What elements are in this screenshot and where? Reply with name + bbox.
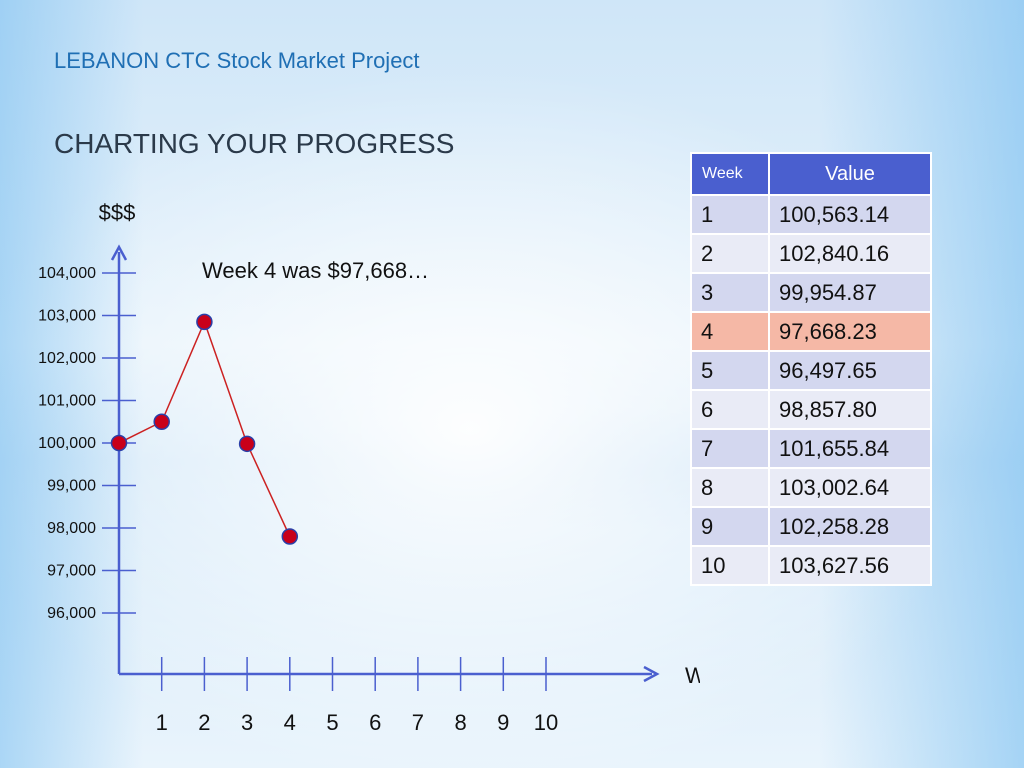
week-cell: 1 [690,194,770,235]
value-cell: 101,655.84 [768,428,932,469]
x-tick-label: 9 [497,710,509,735]
table-row: 3 99,954.87 [690,272,932,313]
table-row: 7 101,655.84 [690,428,932,469]
x-tick-label: 2 [198,710,210,735]
value-cell: 100,563.14 [768,194,932,235]
weekly-values-table: Week Value 1 100,563.14 2 102,840.16 3 99,954… [690,152,932,586]
x-tick-label: 1 [156,710,168,735]
y-axis-label: $$$ [99,200,136,225]
table-row: 6 98,857.80 [690,389,932,430]
table-row: 2 102,840.16 [690,233,932,274]
week-cell: 5 [690,350,770,391]
y-tick-label: 96,000 [47,605,96,622]
stock-line-chart: 104,000 103,000 102,000 101,000 100,000 99,00… [38,200,700,735]
table-body: 1 100,563.14 2 102,840.16 3 99,954.87 4 97,668.… [690,194,932,586]
y-tick-label: 102,000 [38,350,96,367]
y-tick-label: 97,000 [47,563,96,580]
table-row: 10 103,627.56 [690,545,932,586]
y-tick-label: 99,000 [47,478,96,495]
table-row: 9 102,258.28 [690,506,932,547]
x-tick-label: 4 [284,710,296,735]
value-cell: 96,497.65 [768,350,932,391]
table-row: 8 103,002.64 [690,467,932,508]
value-cell: 103,627.56 [768,545,932,586]
value-cell: 99,954.87 [768,272,932,313]
y-tick-label: 100,000 [38,435,96,452]
week-cell: 8 [690,467,770,508]
x-tick-label: 10 [534,710,558,735]
data-point [110,434,128,452]
x-tick-label: 7 [412,710,424,735]
data-point [281,528,299,545]
y-tick-label: 101,000 [38,393,96,410]
week-cell: 2 [690,233,770,274]
table-row: 1 100,563.14 [690,194,932,235]
series-line [118,319,291,537]
x-tick-label: 8 [454,710,466,735]
y-tick-label: 104,000 [38,265,96,282]
value-cell: 102,840.16 [768,233,932,274]
x-tick-label: 3 [241,710,253,735]
value-cell: 102,258.28 [768,506,932,547]
y-tick-label: 98,000 [47,520,96,537]
week-cell: 9 [690,506,770,547]
x-axis-arrow [643,665,660,683]
value-cell: 98,857.80 [768,389,932,430]
slide-subtitle: LEBANON CTC Stock Market Project [54,48,420,73]
week-cell: 4 [690,311,770,352]
week-cell: 7 [690,428,770,469]
x-axis-label: WEEKS [685,663,700,688]
x-tick-label: 6 [369,710,381,735]
y-axis-arrow [110,244,128,261]
chart-annotation: Week 4 was $97,668… [202,258,430,283]
week-cell: 6 [690,389,770,430]
table-row: 5 96,497.65 [690,350,932,391]
data-point [153,413,170,430]
header-value: Value [768,152,932,196]
table-header-row: Week Value [690,152,932,196]
week-cell: 10 [690,545,770,586]
y-tick-label: 103,000 [38,308,96,325]
data-point [196,313,213,331]
x-tick-label: 5 [326,710,338,735]
data-point [238,435,256,453]
table-row: 4 97,668.23 [690,311,932,352]
header-week: Week [690,152,770,196]
value-cell: 103,002.64 [768,467,932,508]
slide-title: CHARTING YOUR PROGRESS [54,128,455,159]
week-cell: 3 [690,272,770,313]
value-cell: 97,668.23 [768,311,932,352]
